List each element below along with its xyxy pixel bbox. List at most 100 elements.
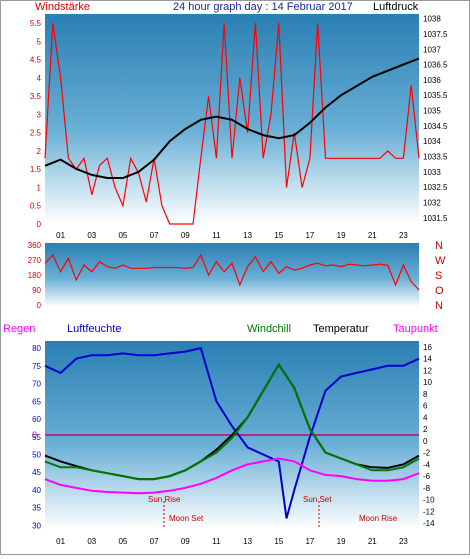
series-line-luftdruck [44,57,420,179]
pressure-label: Luftdruck [373,1,419,13]
x-tick-label: 05 [118,537,127,546]
humidity-tick: 45 [32,468,41,477]
x-tick-label: 15 [274,537,283,546]
wind-strength-tick: 4 [37,74,42,83]
temperature-tick: 10 [423,378,432,387]
wind-direction-tick: 0 [37,301,42,310]
pressure-tick: 1037 [423,45,441,54]
temperature-tick: 16 [423,343,432,352]
x-tick-label: 11 [212,537,221,546]
annotation-sun-rise: Sun Rise [148,495,181,504]
series-line-windchill [44,362,420,481]
wind-strength-tick: 1.5 [30,165,42,174]
wind-direction-tick: 270 [28,256,42,265]
legend-regen: Regen [3,323,35,335]
pressure-tick: 1033.5 [423,153,448,162]
x-tick-label: 21 [368,231,377,240]
x-tick-label: 15 [274,231,283,240]
wind-direction-plot-area [45,243,419,307]
temperature-tick: -4 [423,460,431,469]
humidity-tick: 50 [32,451,41,460]
pressure-tick: 1037.5 [423,30,448,39]
pressure-tick: 1032.5 [423,183,448,192]
legend-taupunkt: Taupunkt [393,323,438,335]
wind-strength-tick: 5 [37,37,42,46]
series-line-windrichtung [44,253,420,291]
temperature-tick: -8 [423,484,431,493]
chart-title: 24 hour graph day : 14 Februar 2017 [173,1,353,13]
x-tick-label: 01 [56,537,65,546]
zero-label: 0 [32,430,37,440]
pressure-tick: 1033 [423,168,441,177]
humidity-tick: 40 [32,486,41,495]
humidity-tick: 55 [32,433,41,442]
annotation-moon-rise: Moon Rise [359,514,398,523]
wind-strength-tick: 5.5 [30,19,42,28]
x-tick-label: 23 [399,537,408,546]
x-tick-label: 03 [87,231,96,240]
wind-strength-tick: 2 [37,147,42,156]
x-tick-label: 05 [118,231,127,240]
temperature-tick: -14 [423,519,435,528]
chart-marks: 0 0.5 1 1.5 2 2.5 3 3.5 4 4.5 5 5.5 1031.5 1032 1032.5… [28,15,448,546]
humidity-tick: 35 [32,504,41,513]
humidity-tick: 80 [32,344,41,353]
temperature-tick: 6 [423,402,428,411]
x-tick-label: 13 [243,231,252,240]
temperature-tick: -2 [423,449,431,458]
x-tick-label: 01 [56,231,65,240]
pressure-tick: 1036.5 [423,61,448,70]
legend-windchill: Windchill [247,323,291,335]
wind-strength-tick: 4.5 [30,56,42,65]
pressure-tick: 1031.5 [423,214,448,223]
temperature-tick: -12 [423,507,435,516]
x-tick-label: 13 [243,537,252,546]
x-tick-label: 17 [305,231,314,240]
annotation-moon-set: Moon Set [169,514,204,523]
pressure-tick: 1034 [423,137,441,146]
legend-luftfeuchte: Luftfeuchte [67,323,121,335]
x-tick-label: 19 [337,537,346,546]
x-tick-label: 11 [212,231,221,240]
temperature-tick: -6 [423,472,431,481]
humidity-tick: 70 [32,380,41,389]
wind-strength-tick: 3 [37,110,42,119]
x-tick-label: 17 [305,537,314,546]
x-tick-label: 09 [181,231,190,240]
wind-strength-tick: 2.5 [30,129,42,138]
humidity-tick: 75 [32,362,41,371]
temperature-tick: 0 [423,437,428,446]
series-line-taupunkt [44,457,420,495]
series-line-luftfeuchte [44,346,420,519]
pressure-tick: 1034.5 [423,122,448,131]
wind-strength-tick: 1 [37,184,42,193]
compass-label: O [435,285,444,297]
pressure-tick: 1032 [423,199,441,208]
series-line-windstärke [44,23,420,225]
annotation-sun-set: Sun Set [303,495,332,504]
compass-label: S [435,270,442,282]
temperature-tick: 2 [423,425,428,434]
x-tick-label: 03 [87,537,96,546]
humidity-tick: 65 [32,397,41,406]
humidity-tick: 30 [32,522,41,531]
x-tick-label: 23 [399,231,408,240]
compass-label: N [435,300,443,312]
pressure-tick: 1036 [423,76,441,85]
x-tick-label: 19 [337,231,346,240]
pressure-tick: 1035.5 [423,91,448,100]
temperature-tick: -10 [423,496,435,505]
compass-label: N [435,240,443,252]
wind-strength-label: Windstärke [35,1,90,13]
wind-strength-tick: 0.5 [30,202,42,211]
pressure-tick: 1035 [423,107,441,116]
wind-direction-tick: 180 [28,271,42,280]
wind-strength-tick: 3.5 [30,92,42,101]
temperature-tick: 12 [423,366,432,375]
temperature-tick: 14 [423,355,432,364]
x-tick-label: 21 [368,537,377,546]
wind-strength-tick: 0 [37,220,42,229]
temperature-tick: 8 [423,390,428,399]
